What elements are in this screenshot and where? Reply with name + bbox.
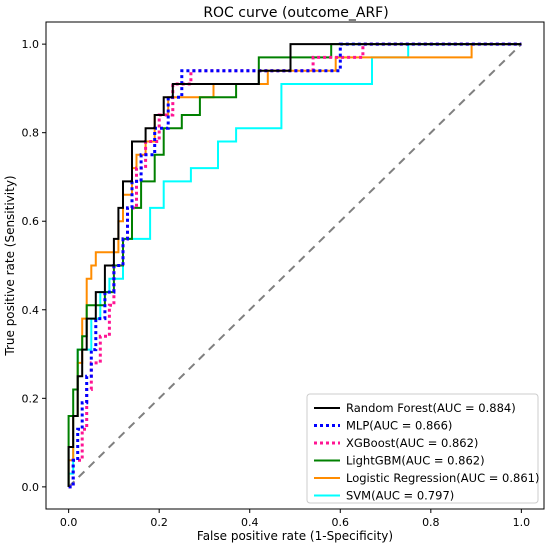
legend: Random Forest(AUC = 0.884) MLP(AUC = 0.86… bbox=[306, 393, 539, 504]
legend-box bbox=[306, 393, 539, 504]
y-tick-label: 0.4 bbox=[22, 304, 40, 317]
y-tick-label: 0.6 bbox=[22, 215, 40, 228]
legend-label-5: SVM(AUC = 0.797) bbox=[346, 489, 454, 503]
legend-label-1: MLP(AUC = 0.866) bbox=[346, 419, 452, 433]
x-axis: 0.0 0.2 0.4 0.6 0.8 1.0 bbox=[60, 509, 530, 529]
y-tick-label: 0.8 bbox=[22, 127, 40, 140]
x-tick-label: 0.2 bbox=[150, 516, 168, 529]
y-tick-label: 0.0 bbox=[22, 481, 40, 494]
x-axis-label: False positive rate (1-Specificity) bbox=[197, 529, 393, 543]
y-axis-label: True positive rate (Sensitivity) bbox=[3, 175, 17, 356]
chart-title: ROC curve (outcome_ARF) bbox=[203, 5, 388, 21]
y-tick-label: 1.0 bbox=[22, 38, 40, 51]
roc-series-line-0 bbox=[67, 43, 522, 487]
y-axis: 0.0 0.2 0.4 0.6 0.8 1.0 bbox=[22, 38, 46, 494]
legend-label-2: XGBoost(AUC = 0.862) bbox=[346, 436, 478, 450]
x-tick-label: 0.4 bbox=[241, 516, 259, 529]
roc-series-line-1 bbox=[68, 42, 522, 489]
x-tick-label: 0.8 bbox=[422, 516, 440, 529]
legend-label-4: Logistic Regression(AUC = 0.861) bbox=[346, 471, 539, 485]
reference-diagonal-line bbox=[67, 43, 523, 488]
x-tick-label: 0.0 bbox=[60, 516, 78, 529]
legend-label-3: LightGBM(AUC = 0.862) bbox=[346, 454, 485, 468]
x-tick-label: 0.6 bbox=[332, 516, 350, 529]
plot-frame bbox=[45, 21, 545, 510]
y-tick-label: 0.2 bbox=[22, 392, 40, 405]
x-tick-label: 1.0 bbox=[513, 516, 531, 529]
legend-label-0: Random Forest(AUC = 0.884) bbox=[346, 401, 516, 415]
